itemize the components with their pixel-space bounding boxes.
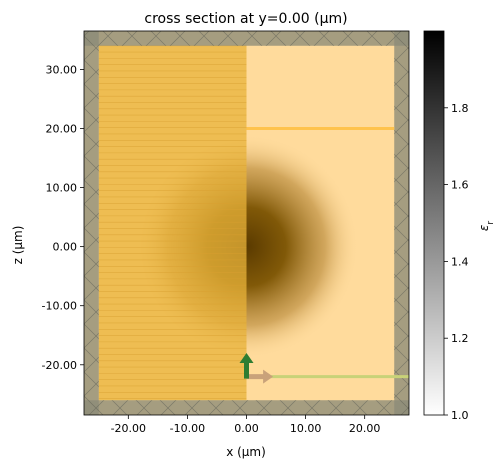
- y-tick-label: 10.00: [46, 182, 78, 195]
- pml-hatch: [84, 31, 99, 415]
- plot-area: [84, 31, 409, 415]
- x-tick-label: 10.00: [290, 422, 322, 435]
- y-tick-label: 30.00: [46, 63, 78, 76]
- colorbar-ticks: 1.0 1.2 1.4 1.6 1.8: [444, 102, 469, 422]
- y-axis: -20.00 -10.00 0.00 10.00 20.00 30.00: [42, 63, 84, 372]
- polarization-arrow-head: [239, 352, 254, 363]
- y-tick-label: 20.00: [46, 122, 78, 135]
- pml-regions: [84, 31, 409, 415]
- x-axis: -20.00 -10.00 0.00 10.00 20.00: [111, 415, 381, 435]
- pml-hatch: [84, 400, 409, 415]
- pml-hatch: [84, 31, 409, 46]
- polarization-arrow: [239, 352, 254, 379]
- colorbar-tick-label: 1.4: [451, 255, 469, 268]
- colorbar-tick-label: 1.2: [451, 332, 469, 345]
- direction-arrow-head: [263, 369, 274, 384]
- colorbar-tick-label: 1.0: [451, 409, 469, 422]
- colorbar: [423, 30, 445, 416]
- y-axis-label: z (μm): [11, 226, 25, 265]
- y-tick-label: -10.00: [42, 300, 77, 313]
- x-tick-label: -10.00: [170, 422, 205, 435]
- colorbar-tick-label: 1.8: [451, 102, 469, 115]
- symmetry-overlay: [98, 45, 247, 401]
- x-axis-label: x (μm): [226, 445, 266, 459]
- x-tick-label: 0.00: [234, 422, 259, 435]
- y-tick-label: 0.00: [53, 241, 78, 254]
- chart-title: cross section at y=0.00 (μm): [144, 11, 347, 27]
- x-tick-label: -20.00: [111, 422, 146, 435]
- y-tick-label: -20.00: [42, 359, 77, 372]
- x-tick-label: 20.00: [349, 422, 381, 435]
- colorbar-label: εr: [477, 221, 496, 232]
- colorbar-tick-label: 1.6: [451, 179, 469, 192]
- pml-hatch: [394, 31, 409, 415]
- direction-arrow: [246, 369, 274, 384]
